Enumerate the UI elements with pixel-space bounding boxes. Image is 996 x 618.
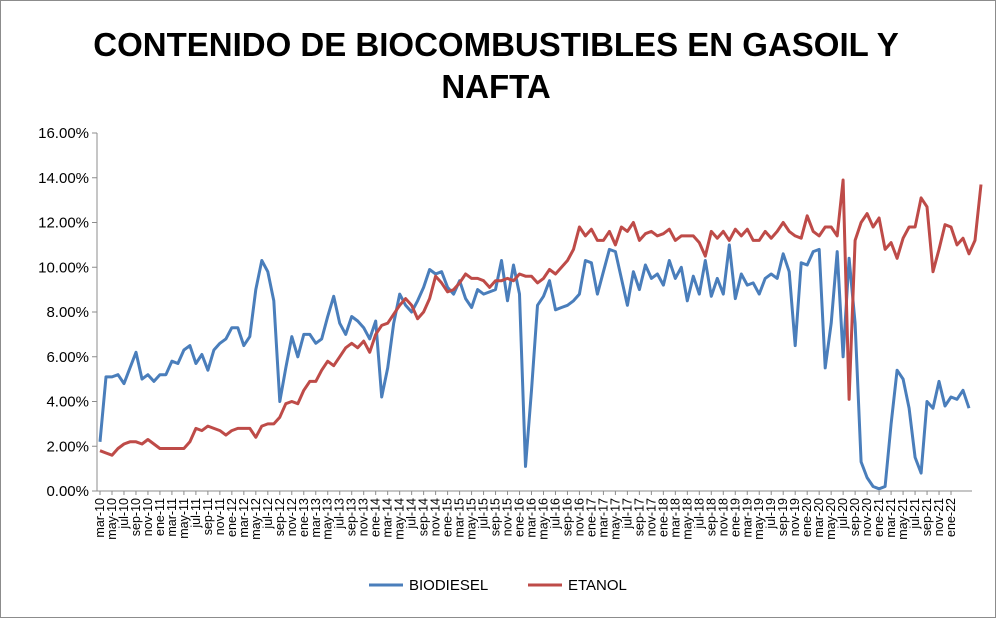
- x-tick-label: may-16: [536, 498, 550, 540]
- x-tick-label: nov-10: [141, 498, 155, 536]
- x-tick-label: nov-19: [788, 498, 802, 536]
- y-tick-label: 2.00%: [46, 438, 89, 455]
- x-tick-label: nov-11: [213, 498, 227, 535]
- y-tick-label: 6.00%: [46, 349, 89, 366]
- x-tick-label: sep-10: [129, 498, 143, 536]
- x-tick-label: ene-16: [513, 498, 527, 537]
- x-tick-label: jul-18: [692, 498, 706, 530]
- y-tick-label: 0.00%: [46, 483, 89, 500]
- x-tick-label: ene-17: [584, 498, 598, 537]
- x-tick-label: mar-14: [381, 498, 395, 538]
- x-tick-label: may-14: [393, 498, 407, 540]
- x-tick-label: nov-12: [285, 498, 299, 536]
- y-tick-label: 16.00%: [38, 125, 89, 142]
- x-tick-label: ene-19: [728, 498, 742, 537]
- y-tick-group: 0.00% 2.00% 4.00% 6.00% 8.00% 10.00% 12.00% 14.…: [38, 125, 97, 500]
- x-tick-label: mar-16: [525, 498, 539, 538]
- x-tick-label: nov-16: [572, 498, 586, 536]
- x-tick-label: mar-10: [93, 498, 107, 538]
- x-tick-label: ene-14: [369, 498, 383, 537]
- x-tick-label: nov-17: [644, 498, 658, 536]
- x-tick-label: mar-20: [812, 498, 826, 538]
- x-tick-label: jul-20: [836, 498, 850, 530]
- x-tick-label: may-11: [177, 498, 191, 539]
- x-tick-label: nov-18: [716, 498, 730, 536]
- x-tick-label: ene-18: [656, 498, 670, 537]
- x-tick-label: nov-13: [357, 498, 371, 536]
- x-tick-label: may-12: [249, 498, 263, 540]
- x-tick-label: may-15: [465, 498, 479, 540]
- x-tick-label: sep-12: [273, 498, 287, 536]
- x-tick-label: sep-14: [417, 498, 431, 536]
- x-tick-label: jul-16: [548, 498, 562, 530]
- x-tick-label: jul-11: [189, 498, 203, 529]
- x-tick-label: may-20: [824, 498, 838, 540]
- y-tick-label: 8.00%: [46, 304, 89, 321]
- x-tick-label: ene-21: [872, 498, 886, 537]
- x-tick-label: nov-21: [932, 498, 946, 536]
- series-line-biodiesel: [98, 243, 971, 491]
- legend-label-etanol: ETANOL: [568, 577, 627, 594]
- x-tick-label: nov-14: [429, 498, 443, 536]
- x-tick-label: sep-15: [489, 498, 503, 536]
- x-tick-label: sep-18: [704, 498, 718, 536]
- x-tick-label: sep-20: [848, 498, 862, 536]
- x-tick-label: may-18: [680, 498, 694, 540]
- x-tick-label: ene-13: [297, 498, 311, 537]
- x-tick-label: ene-22: [944, 498, 958, 537]
- y-tick-label: 4.00%: [46, 394, 89, 411]
- series-line-etanol: [99, 178, 983, 457]
- x-tick-label: nov-20: [860, 498, 874, 536]
- x-tick-label: mar-13: [309, 498, 323, 538]
- x-tick-group: mar-10may-10jul-10sep-10nov-10ene-11mar-…: [93, 491, 958, 540]
- x-tick-label: jul-17: [620, 498, 634, 530]
- x-tick-label: mar-21: [884, 498, 898, 538]
- x-tick-label: sep-21: [920, 498, 934, 536]
- x-tick-label: mar-12: [237, 498, 251, 538]
- legend: BIODIESEL ETANOL: [369, 577, 627, 594]
- x-tick-label: mar-18: [668, 498, 682, 538]
- x-tick-label: sep-19: [776, 498, 790, 536]
- x-tick-label: may-13: [321, 498, 335, 540]
- x-tick-label: may-19: [752, 498, 766, 540]
- series-group: [98, 178, 983, 491]
- x-tick-label: jul-15: [477, 498, 491, 530]
- x-tick-label: ene-15: [441, 498, 455, 537]
- x-tick-label: jul-13: [333, 498, 347, 530]
- x-tick-label: jul-21: [908, 498, 922, 530]
- x-tick-label: jul-10: [117, 498, 131, 530]
- x-tick-label: sep-11: [201, 498, 215, 535]
- y-tick-label: 12.00%: [38, 215, 89, 232]
- x-tick-label: nov-15: [501, 498, 515, 536]
- chart-title-line1: CONTENIDO DE BIOCOMBUSTIBLES EN GASOIL Y: [93, 26, 899, 63]
- x-tick-label: sep-17: [632, 498, 646, 536]
- x-tick-label: may-10: [105, 498, 119, 540]
- x-tick-label: sep-16: [560, 498, 574, 536]
- x-tick-label: ene-12: [225, 498, 239, 537]
- x-tick-label: mar-15: [453, 498, 467, 538]
- y-tick-label: 14.00%: [38, 170, 89, 187]
- x-tick-label: jul-19: [764, 498, 778, 530]
- x-tick-label: ene-11: [153, 498, 167, 536]
- legend-label-biodiesel: BIODIESEL: [409, 577, 488, 594]
- y-tick-label: 10.00%: [38, 259, 89, 276]
- x-tick-label: jul-12: [261, 498, 275, 530]
- x-tick-label: sep-13: [345, 498, 359, 536]
- x-tick-label: ene-20: [800, 498, 814, 537]
- x-tick-label: may-17: [608, 498, 622, 540]
- x-tick-label: mar-11: [165, 498, 179, 537]
- x-tick-label: may-21: [896, 498, 910, 540]
- chart-title-line2: NAFTA: [441, 68, 550, 105]
- x-tick-label: jul-14: [405, 498, 419, 530]
- x-tick-label: mar-19: [740, 498, 754, 538]
- x-tick-label: mar-17: [596, 498, 610, 538]
